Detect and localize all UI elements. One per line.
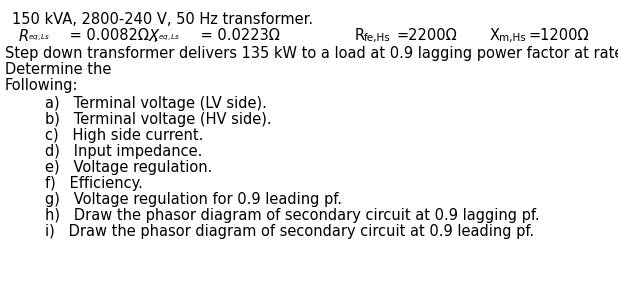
Text: fe,Hs: fe,Hs: [364, 33, 391, 43]
Text: f)   Efficiency.: f) Efficiency.: [45, 176, 143, 191]
Text: X: X: [490, 28, 500, 43]
Text: $R$: $R$: [18, 28, 29, 44]
Text: e)   Voltage regulation.: e) Voltage regulation.: [45, 160, 213, 175]
Text: 150 kVA, 2800-240 V, 50 Hz transformer.: 150 kVA, 2800-240 V, 50 Hz transformer.: [12, 12, 313, 27]
Text: d)   Input impedance.: d) Input impedance.: [45, 144, 202, 159]
Text: m,Hs: m,Hs: [499, 33, 526, 43]
Text: $_{eq,Ls}$: $_{eq,Ls}$: [158, 33, 180, 43]
Text: = 0.0223Ω: = 0.0223Ω: [196, 28, 280, 43]
Text: = 0.0082Ω ,: = 0.0082Ω ,: [65, 28, 158, 43]
Text: =1200Ω: =1200Ω: [528, 28, 588, 43]
Text: b)   Terminal voltage (HV side).: b) Terminal voltage (HV side).: [45, 112, 272, 127]
Text: g)   Voltage regulation for 0.9 leading pf.: g) Voltage regulation for 0.9 leading pf…: [45, 192, 342, 207]
Text: $X$: $X$: [148, 28, 161, 44]
Text: h)   Draw the phasor diagram of secondary circuit at 0.9 lagging pf.: h) Draw the phasor diagram of secondary …: [45, 208, 540, 223]
Text: a)   Terminal voltage (LV side).: a) Terminal voltage (LV side).: [45, 96, 267, 111]
Text: i)   Draw the phasor diagram of secondary circuit at 0.9 leading pf.: i) Draw the phasor diagram of secondary …: [45, 224, 534, 239]
Text: R: R: [355, 28, 365, 43]
Text: =2200Ω: =2200Ω: [397, 28, 457, 43]
Text: $_{eq,Ls}$: $_{eq,Ls}$: [28, 33, 51, 43]
Text: Determine the: Determine the: [5, 62, 111, 77]
Text: Following:: Following:: [5, 78, 78, 93]
Text: c)   High side current.: c) High side current.: [45, 128, 203, 143]
Text: Step down transformer delivers 135 kW to a load at 0.9 lagging power factor at r: Step down transformer delivers 135 kW to…: [5, 46, 618, 61]
